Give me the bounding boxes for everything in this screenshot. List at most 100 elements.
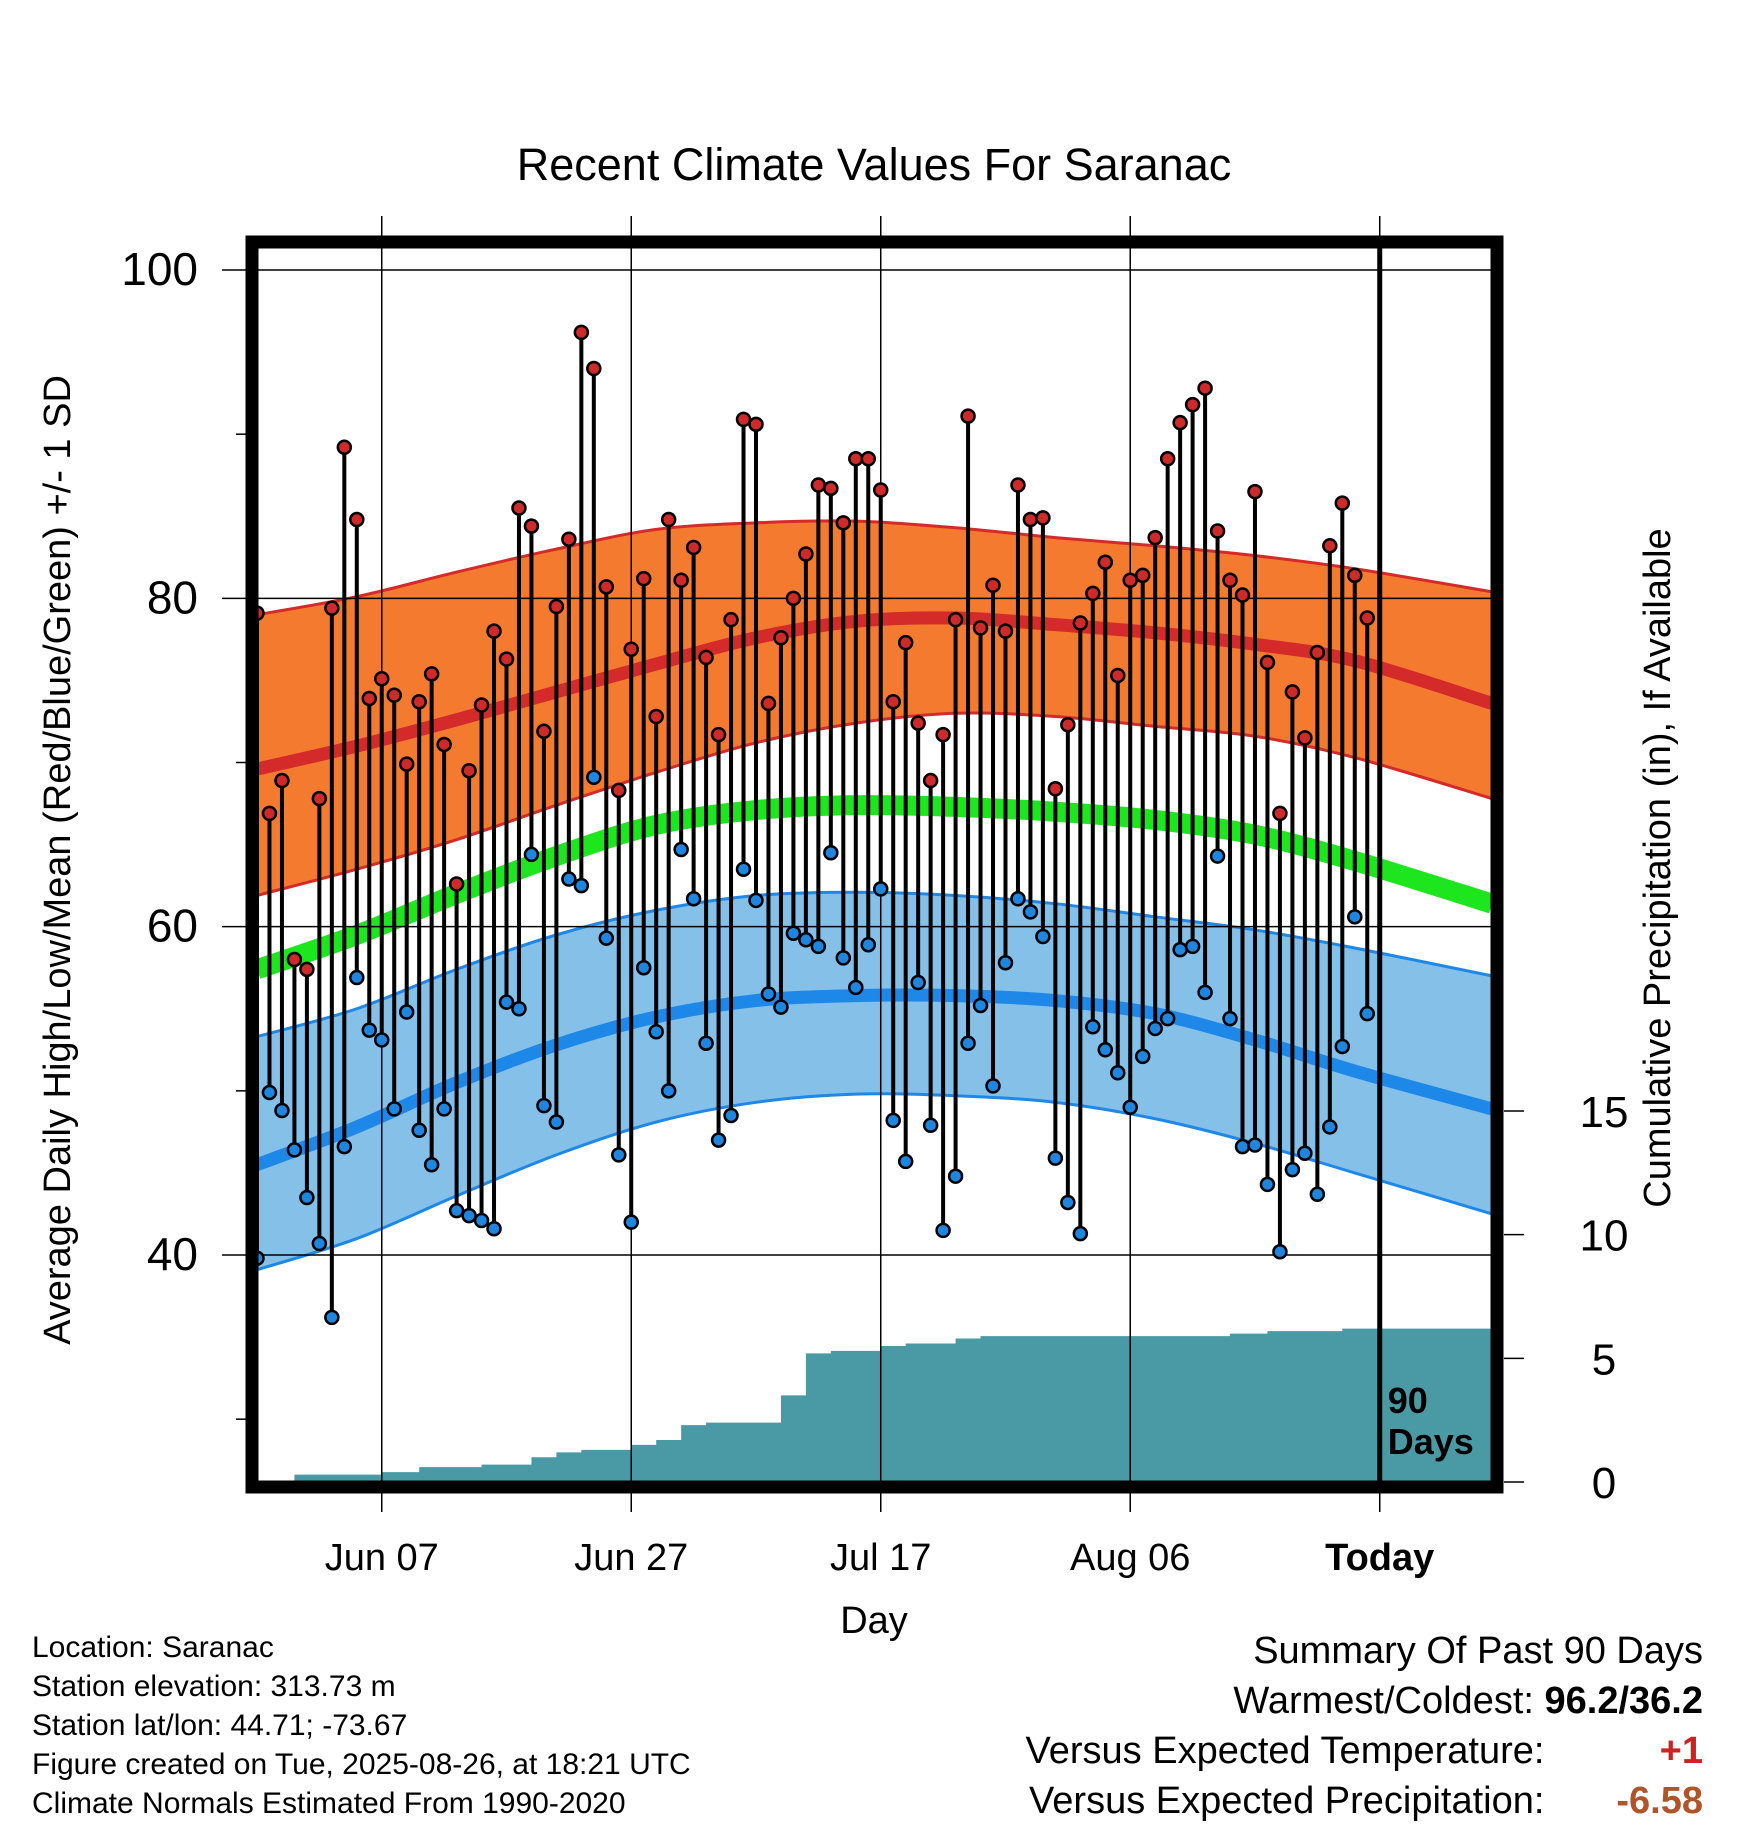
daily-high-point bbox=[1222, 572, 1238, 589]
elevation-text: Station elevation: 313.73 m bbox=[32, 1670, 396, 1703]
daily-high-point bbox=[1035, 510, 1051, 526]
daily-low-point bbox=[423, 1156, 440, 1173]
window-label-days: Days bbox=[1388, 1421, 1474, 1462]
daily-high-point bbox=[1197, 380, 1213, 396]
daily-low-point bbox=[1134, 1048, 1151, 1065]
daily-high-point bbox=[860, 451, 877, 467]
daily-low-point bbox=[673, 841, 689, 858]
x-tick-label: Aug 06 bbox=[1070, 1537, 1190, 1579]
x-tick-label: Jul 17 bbox=[830, 1537, 931, 1579]
normals-text: Climate Normals Estimated From 1990-2020 bbox=[32, 1787, 626, 1820]
daily-low-point bbox=[885, 1112, 901, 1129]
daily-high-point bbox=[723, 611, 739, 628]
daily-low-point bbox=[1072, 1225, 1089, 1242]
latlon-text: Station lat/lon: 44.71; -73.67 bbox=[32, 1709, 408, 1742]
daily-high-point bbox=[623, 641, 639, 657]
daily-high-point bbox=[735, 411, 752, 428]
daily-low-point bbox=[710, 1132, 727, 1148]
daily-high-point bbox=[935, 726, 951, 743]
daily-high-point bbox=[1347, 567, 1363, 584]
precipitation-departure-row: Versus Expected Precipitation: -6.58 bbox=[1026, 1776, 1703, 1826]
daily-high-point bbox=[972, 620, 989, 636]
daily-low-point bbox=[611, 1147, 627, 1163]
plot-area bbox=[257, 246, 1492, 1482]
daily-high-point bbox=[274, 772, 290, 789]
daily-high-point bbox=[361, 690, 378, 707]
temperature-departure-label: Versus Expected Temperature: bbox=[1025, 1730, 1545, 1772]
daily-high-point bbox=[1010, 477, 1026, 493]
temperature-departure-row: Versus Expected Temperature: +1 bbox=[1026, 1726, 1703, 1776]
daily-high-point bbox=[1359, 610, 1376, 626]
daily-high-point bbox=[257, 605, 265, 621]
daily-high-point bbox=[1309, 644, 1326, 661]
daily-high-point bbox=[785, 590, 802, 607]
daily-low-point bbox=[748, 892, 764, 909]
daily-high-point bbox=[1134, 567, 1151, 584]
x-axis-label: Day bbox=[840, 1600, 908, 1642]
daily-low-point bbox=[960, 1035, 976, 1051]
daily-low-point bbox=[947, 1168, 964, 1184]
y-tick-label: 100 bbox=[121, 243, 198, 295]
daily-low-point bbox=[897, 1153, 914, 1170]
warmest-coldest-value: 96.2/36.2 bbox=[1544, 1680, 1703, 1722]
daily-high-point bbox=[1047, 781, 1064, 797]
daily-low-point bbox=[473, 1212, 490, 1229]
daily-high-point bbox=[548, 598, 565, 615]
y-tick-label: 80 bbox=[147, 571, 198, 623]
daily-high-point bbox=[1322, 538, 1338, 554]
precipitation-departure-label: Versus Expected Precipitation: bbox=[1029, 1780, 1545, 1822]
daily-high-point bbox=[386, 687, 402, 703]
daily-low-point bbox=[997, 955, 1014, 971]
daily-low-point bbox=[723, 1107, 739, 1124]
daily-low-point bbox=[1022, 904, 1039, 920]
daily-high-point bbox=[1110, 667, 1126, 684]
daily-high-point bbox=[910, 715, 926, 731]
y2-tick-label: 0 bbox=[1592, 1459, 1616, 1508]
daily-low-point bbox=[1122, 1099, 1138, 1115]
daily-high-point bbox=[511, 500, 527, 516]
daily-low-point bbox=[872, 881, 889, 897]
daily-low-point bbox=[1347, 909, 1363, 925]
daily-high-point bbox=[1122, 572, 1138, 589]
daily-low-point bbox=[1060, 1194, 1076, 1211]
daily-high-point bbox=[947, 611, 964, 628]
y2-axis-label: Cumulative Precipitation (in), If Availa… bbox=[1637, 528, 1679, 1207]
daily-low-point bbox=[1110, 1065, 1126, 1081]
daily-high-point bbox=[586, 360, 602, 377]
daily-high-point bbox=[810, 477, 827, 493]
daily-low-point bbox=[274, 1102, 290, 1119]
daily-low-point bbox=[972, 997, 989, 1014]
x-tick-label: Jun 07 bbox=[325, 1537, 439, 1579]
daily-low-point bbox=[548, 1114, 565, 1130]
daily-low-point bbox=[436, 1101, 452, 1117]
daily-high-point bbox=[311, 790, 328, 807]
daily-low-point bbox=[1097, 1042, 1114, 1058]
daily-high-point bbox=[598, 579, 615, 595]
daily-high-point bbox=[798, 546, 814, 562]
daily-low-point bbox=[660, 1083, 677, 1099]
daily-high-point bbox=[536, 723, 552, 740]
daily-high-point bbox=[997, 623, 1014, 639]
daily-high-point bbox=[1259, 654, 1276, 671]
temperature-departure-value: +1 bbox=[1659, 1730, 1703, 1772]
daily-high-point bbox=[573, 324, 590, 341]
daily-low-point bbox=[1334, 1038, 1351, 1055]
x-tick-label: Today bbox=[1325, 1537, 1434, 1579]
daily-low-point bbox=[1047, 1150, 1064, 1166]
daily-high-point bbox=[748, 416, 764, 433]
daily-low-point bbox=[573, 877, 590, 894]
daily-high-point bbox=[1209, 523, 1226, 539]
daily-high-point bbox=[436, 736, 452, 753]
daily-low-point bbox=[773, 999, 789, 1015]
daily-low-point bbox=[623, 1214, 639, 1230]
daily-high-point bbox=[486, 623, 502, 639]
daily-low-point bbox=[1259, 1176, 1276, 1193]
daily-high-point bbox=[823, 480, 839, 497]
daily-low-point bbox=[785, 925, 802, 941]
daily-low-point bbox=[685, 891, 702, 907]
daily-low-point bbox=[635, 959, 652, 976]
daily-low-point bbox=[486, 1220, 502, 1237]
window-label-number: 90 bbox=[1388, 1380, 1428, 1421]
daily-high-point bbox=[835, 515, 852, 531]
daily-low-point bbox=[848, 979, 864, 996]
